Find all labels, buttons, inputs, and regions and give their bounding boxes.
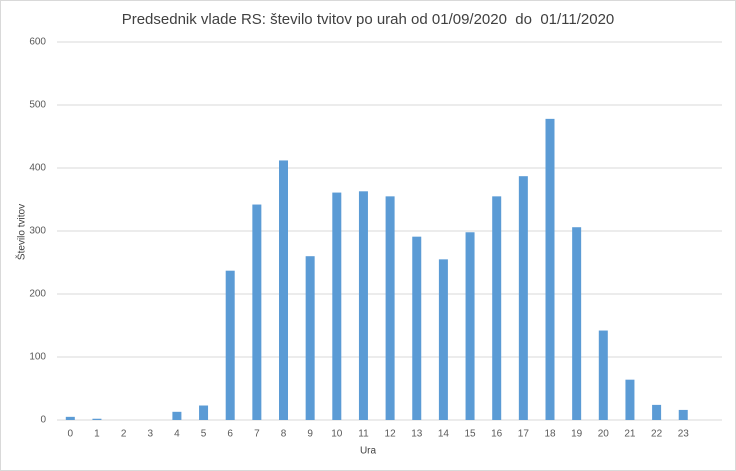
- y-tick-label: 600: [29, 37, 46, 48]
- x-tick-label: 9: [307, 429, 313, 440]
- bar: [385, 196, 395, 420]
- y-tick-label: 300: [29, 226, 46, 237]
- bar: [412, 236, 422, 420]
- bar: [545, 118, 555, 421]
- x-tick-label: 11: [358, 429, 369, 440]
- y-tick-label: 400: [29, 163, 46, 174]
- bar: [465, 232, 475, 420]
- bar: [252, 204, 262, 420]
- x-tick-label: 15: [464, 429, 476, 440]
- x-tick-label: 21: [624, 429, 636, 440]
- bar: [678, 409, 688, 420]
- y-tick-label: 200: [29, 289, 46, 300]
- bar: [332, 192, 342, 420]
- bar: [572, 227, 582, 420]
- x-tick-label: 22: [651, 429, 663, 440]
- x-tick-label: 2: [121, 429, 127, 440]
- x-axis-title: Ura: [360, 446, 377, 457]
- x-tick-label: 23: [678, 429, 690, 440]
- bar: [65, 416, 75, 420]
- y-tick-label: 0: [40, 415, 46, 426]
- x-tick-label: 1: [94, 429, 100, 440]
- y-tick-label: 500: [29, 100, 46, 111]
- bar: [199, 405, 209, 420]
- x-tick-label: 13: [411, 429, 423, 440]
- x-tick-label: 19: [571, 429, 583, 440]
- bar: [652, 404, 662, 420]
- x-tick-label: 20: [598, 429, 610, 440]
- x-tick-label: 7: [254, 429, 260, 440]
- y-tick-label: 100: [29, 352, 46, 363]
- x-tick-label: 14: [438, 429, 450, 440]
- x-tick-label: 18: [544, 429, 556, 440]
- bar: [598, 330, 608, 420]
- bar: [305, 256, 315, 420]
- x-tick-label: 17: [518, 429, 530, 440]
- x-tick-label: 6: [227, 429, 233, 440]
- bar: [625, 379, 635, 420]
- bar: [279, 160, 288, 420]
- x-tick-label: 16: [491, 429, 503, 440]
- bar: [358, 191, 368, 420]
- bar: [172, 411, 182, 420]
- bar: [225, 270, 235, 420]
- bar: [518, 176, 528, 420]
- x-tick-label: 5: [201, 429, 207, 440]
- x-tick-label: 12: [385, 429, 397, 440]
- x-tick-label: 0: [68, 429, 74, 440]
- bar: [92, 418, 102, 420]
- x-tick-label: 4: [174, 429, 180, 440]
- x-tick-label: 3: [147, 429, 153, 440]
- y-axis-title: Število tvitov: [15, 204, 28, 260]
- bar: [492, 196, 502, 420]
- chart-title: Predsednik vlade RS: število tvitov po u…: [122, 11, 615, 28]
- x-tick-label: 8: [281, 429, 287, 440]
- bar: [438, 259, 448, 420]
- x-tick-label: 10: [331, 429, 343, 440]
